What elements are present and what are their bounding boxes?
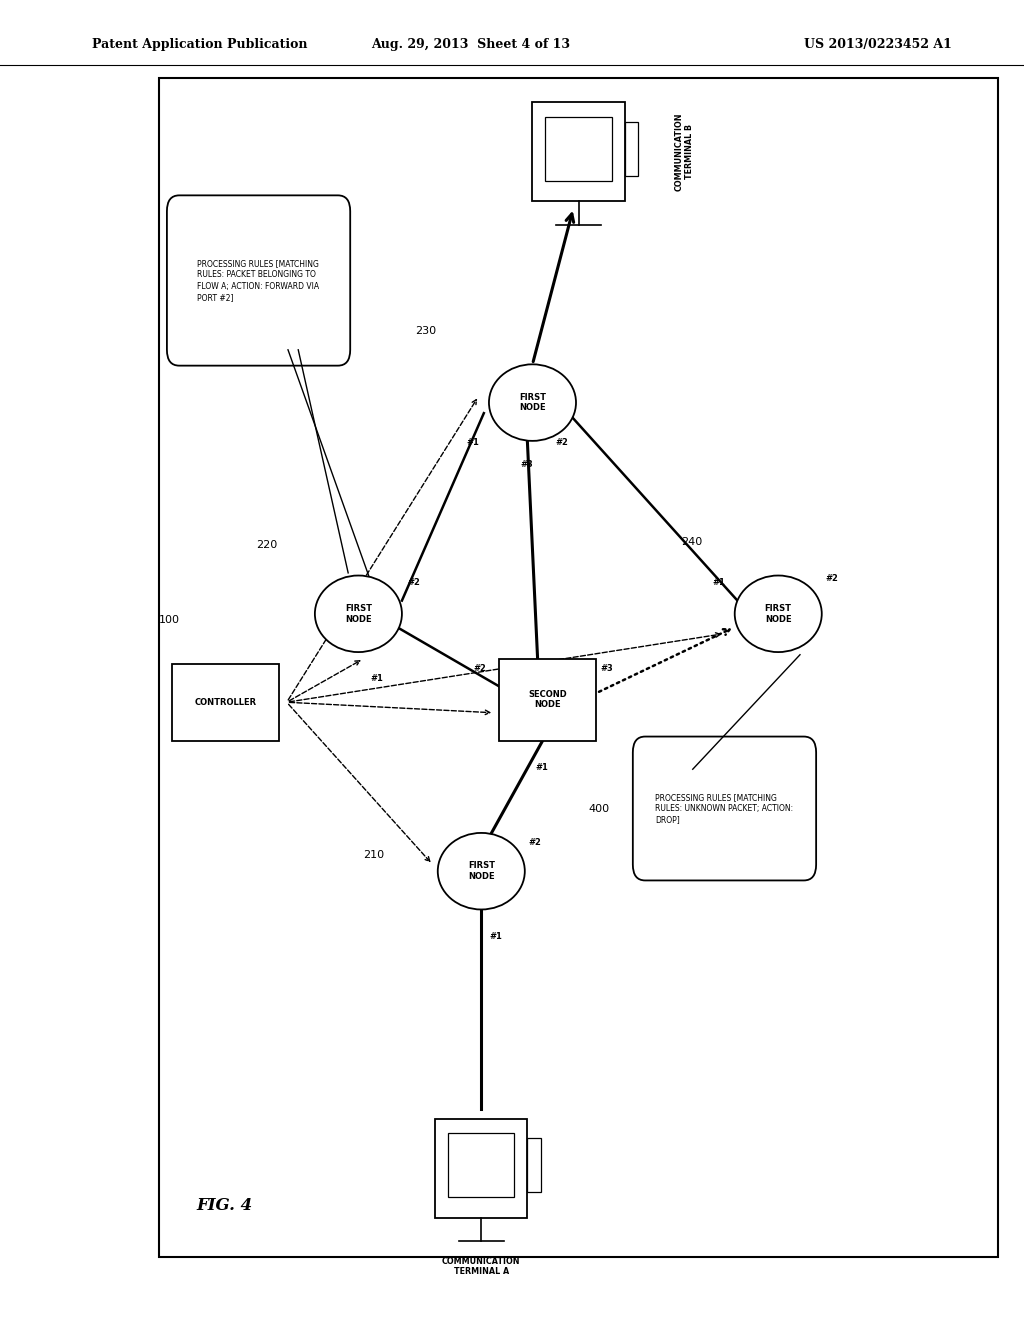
Text: #1: #1 — [371, 675, 384, 684]
Text: 210: 210 — [364, 850, 385, 861]
Text: FIRST
NODE: FIRST NODE — [345, 605, 372, 623]
Text: FIRST
NODE: FIRST NODE — [468, 862, 495, 880]
Text: #2: #2 — [555, 438, 568, 447]
Text: 230: 230 — [415, 326, 436, 337]
Text: 400: 400 — [589, 804, 610, 814]
Text: 240: 240 — [681, 537, 702, 548]
Text: #3: #3 — [520, 461, 532, 470]
Text: Patent Application Publication: Patent Application Publication — [92, 38, 307, 51]
Text: #1: #1 — [489, 932, 503, 941]
FancyBboxPatch shape — [449, 1133, 514, 1197]
FancyBboxPatch shape — [527, 1138, 541, 1192]
FancyBboxPatch shape — [172, 664, 279, 741]
Text: 220: 220 — [256, 540, 278, 550]
Ellipse shape — [735, 576, 822, 652]
FancyBboxPatch shape — [546, 116, 611, 181]
FancyBboxPatch shape — [159, 78, 998, 1257]
Text: #2: #2 — [473, 664, 486, 673]
Text: US 2013/0223452 A1: US 2013/0223452 A1 — [805, 38, 952, 51]
Text: FIG. 4: FIG. 4 — [197, 1197, 253, 1214]
FancyBboxPatch shape — [500, 659, 596, 741]
Text: PROCESSING RULES [MATCHING
RULES: PACKET BELONGING TO
FLOW A; ACTION: FORWARD VI: PROCESSING RULES [MATCHING RULES: PACKET… — [198, 259, 319, 302]
Text: Aug. 29, 2013  Sheet 4 of 13: Aug. 29, 2013 Sheet 4 of 13 — [372, 38, 570, 51]
Text: 100: 100 — [159, 615, 180, 626]
Text: #3: #3 — [600, 664, 613, 673]
Text: CONTROLLER: CONTROLLER — [195, 698, 256, 706]
FancyBboxPatch shape — [633, 737, 816, 880]
Ellipse shape — [489, 364, 575, 441]
Text: FIRST
NODE: FIRST NODE — [765, 605, 792, 623]
Text: #2: #2 — [528, 838, 542, 847]
Ellipse shape — [315, 576, 401, 652]
FancyBboxPatch shape — [625, 121, 638, 176]
FancyBboxPatch shape — [167, 195, 350, 366]
FancyBboxPatch shape — [532, 103, 625, 201]
Text: SECOND
NODE: SECOND NODE — [528, 690, 567, 709]
Text: #1: #1 — [536, 763, 549, 772]
Text: FIRST
NODE: FIRST NODE — [519, 393, 546, 412]
Text: PROCESSING RULES [MATCHING
RULES: UNKNOWN PACKET; ACTION:
DROP]: PROCESSING RULES [MATCHING RULES: UNKNOW… — [655, 793, 794, 824]
Text: #2: #2 — [407, 578, 420, 587]
Text: #1: #1 — [467, 438, 479, 447]
Text: COMMUNICATION
TERMINAL A: COMMUNICATION TERMINAL A — [442, 1257, 520, 1276]
Text: #2: #2 — [825, 574, 839, 583]
FancyBboxPatch shape — [435, 1118, 527, 1217]
Ellipse shape — [438, 833, 524, 909]
Text: COMMUNICATION
TERMINAL B: COMMUNICATION TERMINAL B — [675, 112, 693, 191]
Text: #1: #1 — [713, 578, 725, 587]
